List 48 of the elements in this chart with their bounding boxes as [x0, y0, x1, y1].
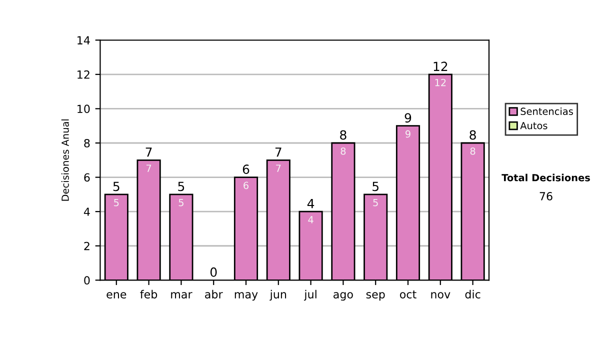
x-tick-label: jul [304, 290, 316, 301]
y-tick-label: 4 [84, 208, 90, 216]
text: Total Decisiones [502, 174, 590, 182]
data-label: 6 [244, 182, 248, 190]
x-tick-label: abr [205, 290, 223, 298]
text: 76 [540, 192, 552, 200]
data-label: 5 [373, 199, 378, 206]
y-tick-label: 8 [84, 138, 90, 148]
total-label: 5 [372, 182, 378, 192]
legend-label: Sentencias [520, 107, 573, 116]
legend-label: Autos [520, 122, 548, 130]
total-label: 4 [307, 199, 314, 208]
y-tick-label: 2 [84, 242, 90, 250]
y-tick-label: 0 [84, 276, 90, 285]
x-tick-label: feb [140, 290, 158, 298]
x-tick-label: ene [106, 292, 126, 298]
x-tick-label: ago [334, 292, 353, 301]
y-tick-label: 10 [78, 104, 90, 114]
y-axis-title: Decisiones Anual [61, 119, 69, 201]
x-tick-label: mar [171, 292, 192, 298]
x-tick-label: nov [431, 292, 450, 298]
data-label: 5 [114, 199, 119, 206]
data-label: 5 [178, 199, 184, 206]
total-label: 8 [470, 130, 476, 140]
x-tick-label: oct [400, 290, 416, 298]
total-label: 8 [340, 130, 346, 140]
data-label: 8 [340, 147, 346, 155]
total-label: 0 [210, 267, 217, 277]
x-tick-label: jun [270, 290, 286, 301]
total-label: 7 [275, 148, 282, 157]
x-tick-label: may [234, 292, 258, 301]
total-label: 5 [113, 182, 120, 192]
total-label: 6 [242, 164, 250, 174]
total-label: 12 [434, 62, 448, 71]
x-tick-label: sep [366, 292, 385, 301]
y-tick-label: 6 [84, 173, 90, 182]
data-label: 12 [435, 78, 446, 86]
total-label: 7 [146, 148, 152, 157]
total-label: 5 [178, 182, 184, 192]
data-label: 9 [406, 130, 410, 138]
x-tick-label: dic [465, 290, 480, 298]
data-label: 7 [276, 164, 281, 172]
data-label: 8 [470, 147, 476, 155]
y-tick-label: 12 [78, 70, 90, 79]
y-tick-label: 14 [78, 36, 90, 44]
total-label: 9 [404, 113, 412, 123]
data-label: 4 [308, 216, 314, 224]
data-label: 7 [146, 164, 152, 172]
